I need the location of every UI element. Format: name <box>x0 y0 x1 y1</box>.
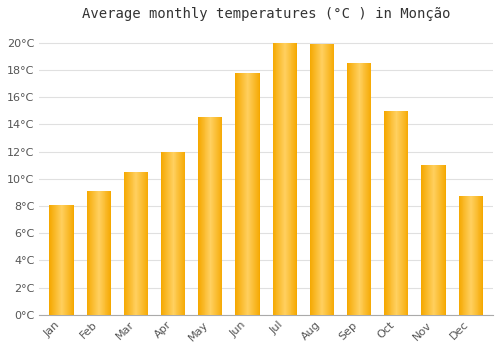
Title: Average monthly temperatures (°C ) in Monção: Average monthly temperatures (°C ) in Mo… <box>82 7 450 21</box>
